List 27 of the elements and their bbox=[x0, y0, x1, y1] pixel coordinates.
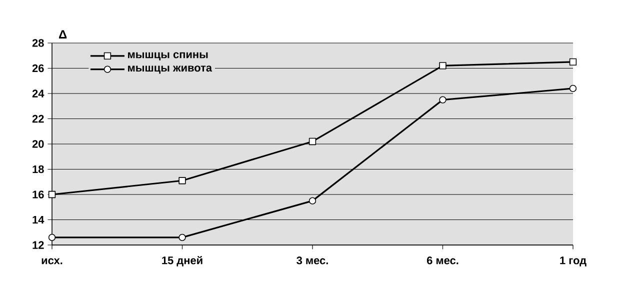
point bbox=[48, 190, 56, 198]
x-tick-label: 1 год bbox=[560, 256, 586, 266]
y-tick-label: 26 bbox=[32, 64, 44, 72]
y-tick-label: 20 bbox=[32, 140, 44, 148]
y-tick-label: 14 bbox=[32, 216, 44, 224]
y-tick-label: 24 bbox=[32, 90, 44, 98]
point bbox=[569, 58, 577, 66]
y-tick-label: 22 bbox=[32, 114, 44, 123]
y-tick-label: 18 bbox=[32, 165, 44, 174]
y-axis-title: Δ bbox=[58, 30, 67, 38]
y-tick-label: 12 bbox=[32, 241, 44, 249]
x-tick-label: 3 мес. bbox=[296, 256, 328, 264]
point bbox=[178, 177, 186, 184]
point bbox=[569, 84, 577, 92]
legend-label: мышцы спины bbox=[128, 52, 208, 60]
point bbox=[439, 62, 446, 70]
y-tick-label: 28 bbox=[32, 39, 44, 47]
x-tick-label: 15 дней bbox=[162, 256, 202, 266]
x-tick-label: 6 мес. bbox=[426, 256, 458, 264]
x-tick-label: исх. bbox=[42, 258, 62, 264]
point bbox=[48, 234, 56, 242]
legend-label: мышцы живота bbox=[128, 66, 212, 74]
point bbox=[178, 234, 186, 242]
point bbox=[308, 138, 316, 146]
point bbox=[439, 96, 446, 104]
point bbox=[308, 197, 316, 204]
y-tick-label: 16 bbox=[32, 190, 44, 198]
